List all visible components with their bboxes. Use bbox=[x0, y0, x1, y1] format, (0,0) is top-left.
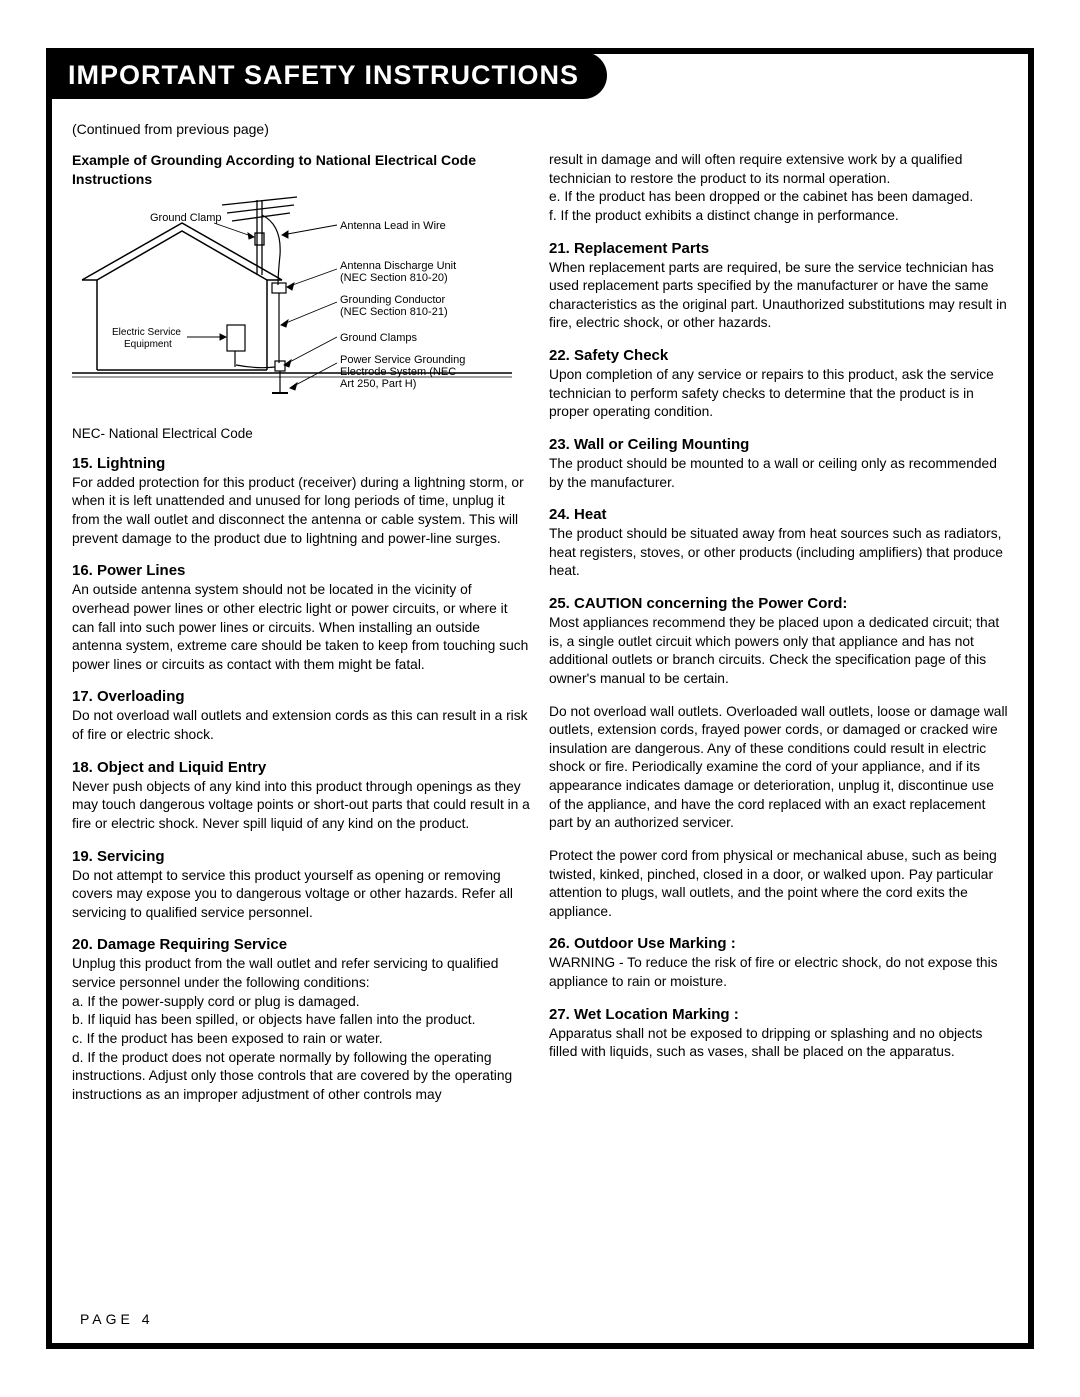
lbl-ground-clamp: Ground Clamp bbox=[150, 212, 222, 224]
section-heading: 27. Wet Location Marking : bbox=[549, 1006, 1008, 1023]
page-number: PAGE 4 bbox=[80, 1311, 154, 1327]
diagram-title: Example of Grounding According to Nation… bbox=[72, 151, 531, 189]
section-heading: 16. Power Lines bbox=[72, 562, 531, 579]
section: 24. Heat The product should be situated a… bbox=[549, 506, 1008, 581]
section: 23. Wall or Ceiling Mounting The product … bbox=[549, 436, 1008, 492]
section: 20. Damage Requiring Service Unplug this … bbox=[72, 936, 531, 1104]
section-sub: c. If the product has been exposed to ra… bbox=[72, 1030, 531, 1049]
lbl-psg-2: Electrode System (NEC bbox=[340, 366, 456, 378]
section: 19. Servicing Do not attempt to service t… bbox=[72, 848, 531, 923]
page-title: IMPORTANT SAFETY INSTRUCTIONS bbox=[50, 52, 607, 99]
section: 16. Power Lines An outside antenna system… bbox=[72, 562, 531, 674]
continuation-line: result in damage and will often require … bbox=[549, 151, 1008, 188]
section-heading: 24. Heat bbox=[549, 506, 1008, 523]
lbl-elec-1: Electric Service bbox=[112, 327, 181, 338]
section-body: Do not attempt to service this product y… bbox=[72, 867, 531, 923]
section-body: An outside antenna system should not be … bbox=[72, 581, 531, 674]
section-heading: 19. Servicing bbox=[72, 848, 531, 865]
section-body: For added protection for this product (r… bbox=[72, 474, 531, 549]
section-heading: 17. Overloading bbox=[72, 688, 531, 705]
nec-note: NEC- National Electrical Code bbox=[72, 426, 531, 441]
section-para: Do not overload wall outlets. Overloaded… bbox=[549, 703, 1008, 833]
section: 27. Wet Location Marking : Apparatus shal… bbox=[549, 1006, 1008, 1062]
left-sections: 15. Lightning For added protection for th… bbox=[72, 455, 531, 1105]
content-area: (Continued from previous page) Example o… bbox=[52, 99, 1028, 1118]
lbl-discharge-2: (NEC Section 810-20) bbox=[340, 272, 448, 284]
section-heading: 26. Outdoor Use Marking : bbox=[549, 935, 1008, 952]
right-column: result in damage and will often require … bbox=[549, 151, 1008, 1118]
section-body: WARNING - To reduce the risk of fire or … bbox=[549, 954, 1008, 991]
page-border: IMPORTANT SAFETY INSTRUCTIONS (Continued… bbox=[46, 48, 1034, 1349]
section-body: Upon completion of any service or repair… bbox=[549, 366, 1008, 422]
section-para: Most appliances recommend they be placed… bbox=[549, 614, 1008, 689]
section-body: Never push objects of any kind into this… bbox=[72, 778, 531, 834]
section-heading: 22. Safety Check bbox=[549, 347, 1008, 364]
lbl-antenna-lead: Antenna Lead in Wire bbox=[340, 220, 446, 232]
right-intro-block: result in damage and will often require … bbox=[549, 151, 1008, 226]
lbl-psg-3: Art 250, Part H) bbox=[340, 378, 416, 390]
section-heading: 15. Lightning bbox=[72, 455, 531, 472]
section: 15. Lightning For added protection for th… bbox=[72, 455, 531, 549]
section-body: When replacement parts are required, be … bbox=[549, 259, 1008, 334]
section: 21. Replacement Parts When replacement pa… bbox=[549, 240, 1008, 334]
section-body: Unplug this product from the wall outlet… bbox=[72, 955, 531, 992]
lbl-discharge-1: Antenna Discharge Unit bbox=[340, 260, 456, 272]
continuation-line: f. If the product exhibits a distinct ch… bbox=[549, 207, 1008, 226]
section: 22. Safety Check Upon completion of any s… bbox=[549, 347, 1008, 422]
section-heading: 18. Object and Liquid Entry bbox=[72, 759, 531, 776]
continued-note: (Continued from previous page) bbox=[72, 121, 1008, 137]
section-sub: b. If liquid has been spilled, or object… bbox=[72, 1011, 531, 1030]
section-sub: a. If the power-supply cord or plug is d… bbox=[72, 993, 531, 1012]
section-body: Apparatus shall not be exposed to drippi… bbox=[549, 1025, 1008, 1062]
section-heading: 21. Replacement Parts bbox=[549, 240, 1008, 257]
continuation-line: e. If the product has been dropped or th… bbox=[549, 188, 1008, 207]
section-body: The product should be mounted to a wall … bbox=[549, 455, 1008, 492]
section: 18. Object and Liquid Entry Never push ob… bbox=[72, 759, 531, 834]
section-body: The product should be situated away from… bbox=[549, 525, 1008, 581]
section-para: Protect the power cord from physical or … bbox=[549, 847, 1008, 922]
lbl-psg-1: Power Service Grounding bbox=[340, 354, 465, 366]
lbl-gcond-1: Grounding Conductor bbox=[340, 294, 446, 306]
lbl-gcond-2: (NEC Section 810-21) bbox=[340, 306, 448, 318]
section: 25. CAUTION concerning the Power Cord: Mo… bbox=[549, 595, 1008, 921]
section-heading: 25. CAUTION concerning the Power Cord: bbox=[549, 595, 1008, 612]
section-body: Do not overload wall outlets and extensi… bbox=[72, 707, 531, 744]
section: 17. Overloading Do not overload wall outl… bbox=[72, 688, 531, 744]
section-sub: d. If the product does not operate norma… bbox=[72, 1049, 531, 1105]
section-heading: 23. Wall or Ceiling Mounting bbox=[549, 436, 1008, 453]
section: 26. Outdoor Use Marking : WARNING - To re… bbox=[549, 935, 1008, 991]
left-column: Example of Grounding According to Nation… bbox=[72, 151, 531, 1118]
section-heading: 20. Damage Requiring Service bbox=[72, 936, 531, 953]
columns: Example of Grounding According to Nation… bbox=[72, 151, 1008, 1118]
grounding-diagram: Ground Clamp Antenna Lead in Wire Antenn… bbox=[72, 195, 531, 420]
lbl-ground-clamps: Ground Clamps bbox=[340, 332, 418, 344]
right-sections: 21. Replacement Parts When replacement pa… bbox=[549, 240, 1008, 1062]
lbl-elec-2: Equipment bbox=[124, 339, 172, 350]
